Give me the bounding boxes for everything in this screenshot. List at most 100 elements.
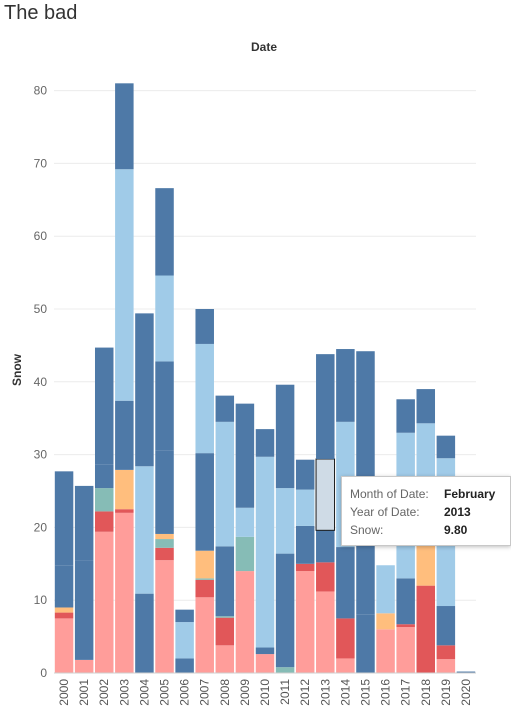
bar-segment[interactable] (115, 83, 134, 170)
bar-segment[interactable] (376, 629, 395, 673)
bar-segment[interactable] (356, 614, 375, 673)
bar-segment[interactable] (195, 579, 214, 598)
bar-segment[interactable] (94, 531, 114, 673)
bar-segment[interactable] (94, 488, 114, 512)
bar-segment[interactable] (456, 671, 476, 673)
bars[interactable] (54, 83, 476, 673)
x-tick-label: 2013 (318, 679, 332, 706)
bar-segment[interactable] (416, 545, 436, 586)
bar-segment[interactable] (235, 536, 255, 572)
bar-segment[interactable] (135, 466, 154, 594)
bar-segment[interactable] (235, 403, 255, 508)
bar-segment[interactable] (155, 450, 174, 534)
bar-segment[interactable] (396, 627, 415, 673)
bar-segment[interactable] (155, 539, 174, 548)
x-tick-label: 2006 (178, 679, 192, 706)
bar-segment[interactable] (115, 400, 134, 470)
bar-segment[interactable] (336, 658, 355, 673)
bar-segment[interactable] (94, 464, 114, 489)
bar-segment[interactable] (54, 471, 74, 566)
bar-segment[interactable] (175, 622, 194, 659)
bar-segment[interactable] (436, 606, 456, 646)
bar-segment[interactable] (54, 618, 74, 673)
bar-segment-selected[interactable] (315, 458, 336, 531)
bar-segment[interactable] (155, 188, 174, 276)
bar-segment[interactable] (155, 547, 174, 561)
bar-segment[interactable] (295, 525, 315, 564)
bar-segment[interactable] (155, 361, 174, 451)
bar-segment[interactable] (275, 553, 295, 668)
bar-segment[interactable] (115, 509, 134, 513)
bar-segment[interactable] (215, 616, 235, 618)
bar-segment[interactable] (376, 565, 395, 614)
bar-segment[interactable] (94, 347, 114, 465)
bar-segment[interactable] (336, 547, 355, 619)
bar-segment[interactable] (416, 389, 436, 424)
x-tick-label: 2018 (419, 679, 433, 706)
bar-segment[interactable] (295, 571, 315, 673)
bar-segment[interactable] (215, 546, 235, 617)
bar-segment[interactable] (336, 618, 355, 659)
bar-segment[interactable] (235, 571, 255, 673)
bar-segment[interactable] (316, 530, 335, 563)
bar-segment[interactable] (115, 469, 134, 510)
x-tick-label: 2008 (218, 679, 232, 706)
bar-segment[interactable] (175, 609, 194, 623)
bar-segment[interactable] (155, 560, 174, 673)
tooltip-row-snow: Snow: 9.80 (350, 523, 467, 537)
bar-segment[interactable] (175, 658, 194, 673)
bar-segment[interactable] (316, 562, 335, 592)
bar-segment[interactable] (155, 533, 174, 540)
bar-segment[interactable] (54, 612, 74, 619)
bar-segment[interactable] (316, 354, 335, 459)
bar-segment[interactable] (195, 453, 214, 551)
bar-segment[interactable] (396, 578, 415, 625)
bar-segment[interactable] (215, 617, 235, 646)
bar-segment[interactable] (396, 624, 415, 628)
bar-segment[interactable] (255, 429, 275, 457)
y-axis-label: Snow (10, 353, 24, 386)
bar-segment[interactable] (436, 659, 456, 673)
bar-segment[interactable] (54, 607, 74, 613)
bar-segment[interactable] (436, 435, 456, 459)
bar-segment[interactable] (336, 349, 355, 422)
bar-segment[interactable] (54, 565, 74, 608)
x-tick-label: 2019 (439, 679, 453, 706)
bar-segment[interactable] (195, 550, 214, 579)
bar-segment[interactable] (235, 507, 255, 537)
bar-segment[interactable] (255, 456, 275, 648)
bar-segment[interactable] (275, 384, 295, 489)
bar-segment[interactable] (255, 647, 275, 655)
bar-segment[interactable] (74, 560, 94, 660)
bar-segment[interactable] (215, 395, 235, 422)
y-tick-label: 60 (34, 229, 48, 243)
bar-segment[interactable] (416, 585, 436, 673)
bar-segment[interactable] (74, 659, 94, 673)
bar-segment[interactable] (275, 667, 295, 673)
bar-segment[interactable] (295, 459, 315, 490)
bar-segment[interactable] (195, 578, 214, 580)
bar-segment[interactable] (316, 591, 335, 673)
bar-segment[interactable] (275, 488, 295, 554)
bar-segment[interactable] (215, 421, 235, 547)
bar-segment[interactable] (74, 485, 94, 561)
bar-segment[interactable] (94, 511, 114, 532)
bar-segment[interactable] (436, 645, 456, 660)
bar-segment[interactable] (115, 169, 134, 401)
bar-segment[interactable] (376, 613, 395, 630)
bar-segment[interactable] (115, 512, 134, 673)
bar-segment[interactable] (255, 654, 275, 673)
bar-segment[interactable] (155, 275, 174, 362)
bar-segment[interactable] (295, 489, 315, 526)
bar-segment[interactable] (215, 645, 235, 673)
bar-segment[interactable] (195, 343, 214, 454)
y-tick-label: 50 (34, 302, 48, 316)
y-tick-label: 20 (34, 520, 48, 534)
bar-segment[interactable] (295, 563, 315, 572)
bar-segment[interactable] (135, 313, 154, 467)
bar-segment[interactable] (396, 399, 415, 433)
bar-segment[interactable] (195, 597, 214, 673)
bar-segment[interactable] (135, 593, 154, 673)
bar-segment[interactable] (195, 309, 214, 344)
